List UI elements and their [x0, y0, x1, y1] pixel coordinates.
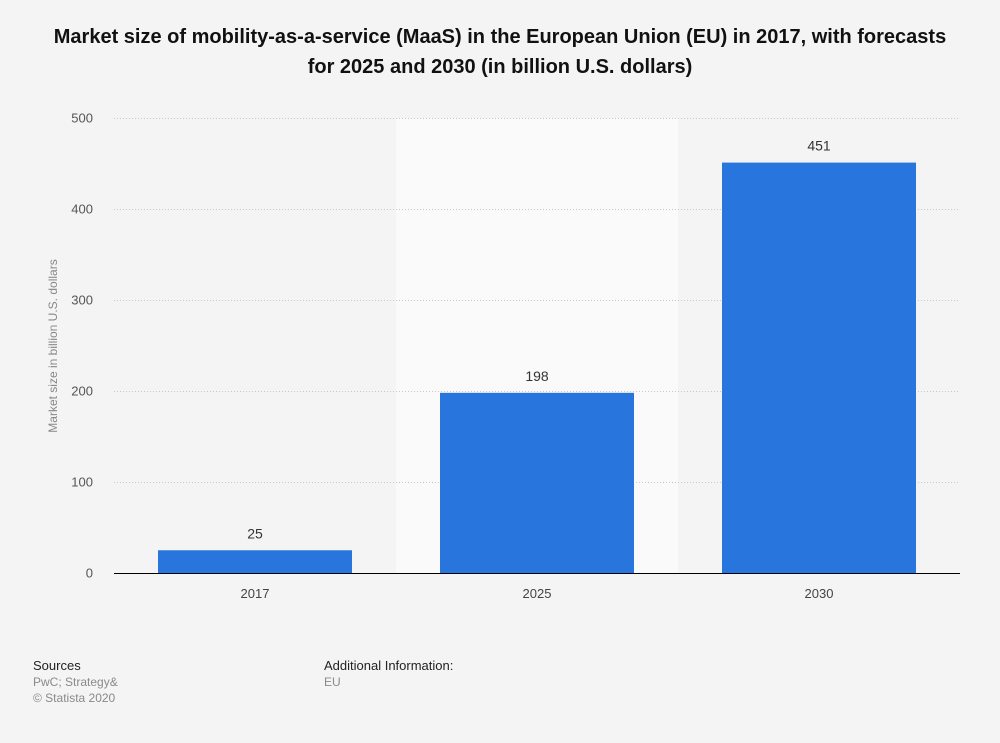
y-tick-label: 100 — [71, 475, 93, 490]
y-tick-label: 200 — [71, 384, 93, 399]
x-axis-ticks: 2017 2025 2030 — [241, 586, 834, 601]
y-tick-label: 300 — [71, 293, 93, 308]
additional-info-block: Additional Information: EU — [324, 657, 453, 690]
x-tick-label: 2025 — [523, 586, 552, 601]
data-label-2025: 198 — [525, 368, 549, 384]
y-tick-label: 500 — [71, 111, 93, 126]
data-labels: 25 198 451 — [247, 138, 831, 542]
bar-2025 — [440, 392, 634, 573]
bar-2030 — [722, 162, 916, 573]
x-tick-label: 2030 — [805, 586, 834, 601]
additional-info-heading: Additional Information: — [324, 658, 454, 673]
data-label-2017: 25 — [247, 525, 263, 541]
bar-2017 — [158, 550, 352, 573]
data-label-2030: 451 — [807, 138, 831, 154]
y-tick-label: 0 — [86, 566, 93, 581]
additional-info-line: EU — [324, 675, 341, 689]
bars — [158, 162, 916, 573]
y-axis-ticks: 0 100 200 300 400 500 — [71, 111, 93, 581]
sources-heading: Sources — [33, 658, 81, 673]
y-tick-label: 400 — [71, 202, 93, 217]
y-axis-title: Market size in billion U.S. dollars — [46, 259, 60, 432]
copyright-line: © Statista 2020 — [33, 691, 116, 705]
sources-block: Sources PwC; Strategy& © Statista 2020 — [33, 657, 118, 706]
sources-line: PwC; Strategy& — [33, 675, 118, 689]
chart-title: Market size of mobility-as-a-service (Ma… — [53, 26, 947, 78]
x-tick-label: 2017 — [241, 586, 270, 601]
